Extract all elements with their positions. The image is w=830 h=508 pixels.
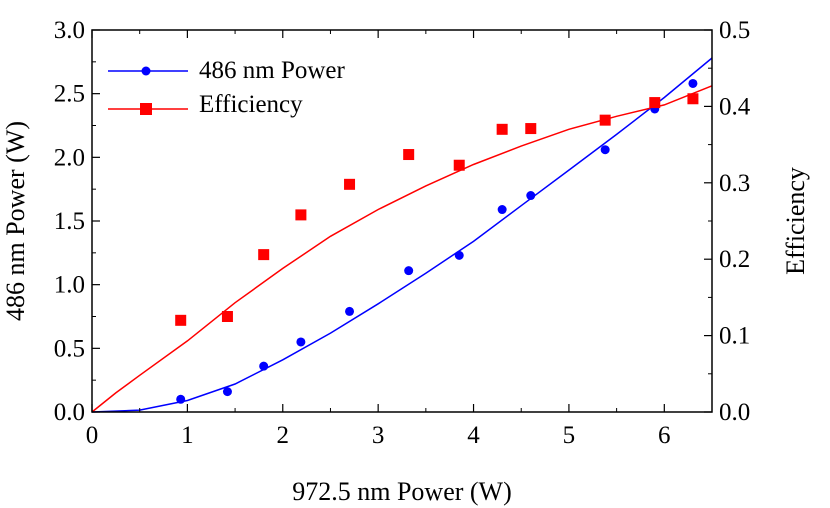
data-point-power (497, 205, 507, 215)
data-point-efficiency (496, 123, 508, 135)
data-point-efficiency (258, 249, 270, 261)
legend-marker-efficiency (140, 103, 152, 115)
y-tick-label: 2.5 (54, 81, 85, 108)
y-tick-label: 1.5 (54, 208, 85, 235)
y-tick-label: 3.0 (54, 17, 85, 44)
data-point-power (454, 250, 464, 260)
data-point-efficiency (525, 123, 537, 135)
y2-tick-label: 0.1 (719, 323, 750, 350)
axis-tick-labels: 0 1 2 3 4 5 6 0.0 0.5 1.0 1.5 2.0 2.5 3.0 0.0 0.1 0.2 0.3… (54, 17, 751, 449)
y2-tick-label: 0.0 (719, 399, 750, 426)
x-tick-label: 3 (372, 422, 385, 449)
data-point-power (526, 191, 536, 201)
data-point-power (222, 387, 232, 397)
data-point-power (345, 306, 355, 316)
y2-tick-label: 0.2 (719, 246, 750, 273)
legend-label-efficiency: Efficiency (199, 91, 303, 118)
data-point-power (259, 361, 269, 371)
data-point-efficiency (599, 114, 611, 126)
data-point-efficiency (649, 97, 661, 109)
legend-marker-power (141, 66, 151, 76)
data-point-efficiency (687, 93, 699, 105)
legend: 486 nm Power Efficiency (108, 57, 346, 118)
y2-tick-label: 0.4 (719, 93, 751, 120)
data-point-efficiency (403, 149, 415, 161)
data-point-efficiency (175, 314, 187, 326)
x-tick-label: 6 (658, 422, 671, 449)
x-tick-label: 5 (563, 422, 576, 449)
x-tick-label: 2 (277, 422, 290, 449)
y-tick-label: 0.0 (54, 399, 85, 426)
data-point-efficiency (453, 159, 465, 171)
y-tick-label: 1.0 (54, 272, 85, 299)
fit-line-efficiency (91, 85, 713, 413)
data-point-efficiency (295, 209, 307, 221)
y-tick-label: 2.0 (54, 144, 85, 171)
fit-lines (91, 57, 713, 413)
legend-label-power: 486 nm Power (199, 57, 346, 84)
data-point-power (688, 78, 698, 88)
x-tick-label: 0 (86, 422, 99, 449)
data-markers (175, 78, 699, 404)
y2-tick-label: 0.3 (719, 170, 750, 197)
y2-axis-title: Efficiency (781, 167, 810, 275)
y-tick-label: 0.5 (54, 335, 85, 362)
data-point-efficiency (344, 178, 356, 190)
data-point-power (176, 394, 186, 404)
y-axis-title: 486 nm Power (W) (1, 121, 30, 321)
y2-tick-label: 0.5 (719, 17, 750, 44)
x-axis-title: 972.5 nm Power (W) (292, 477, 512, 506)
data-point-efficiency (221, 311, 233, 322)
plot-frame (91, 29, 713, 413)
axis-ticks (91, 29, 712, 413)
data-point-power (296, 337, 306, 347)
data-point-power (404, 266, 414, 276)
data-point-power (600, 145, 610, 155)
x-tick-label: 1 (181, 422, 194, 449)
fit-line-power (91, 57, 713, 413)
x-tick-label: 4 (467, 422, 480, 449)
